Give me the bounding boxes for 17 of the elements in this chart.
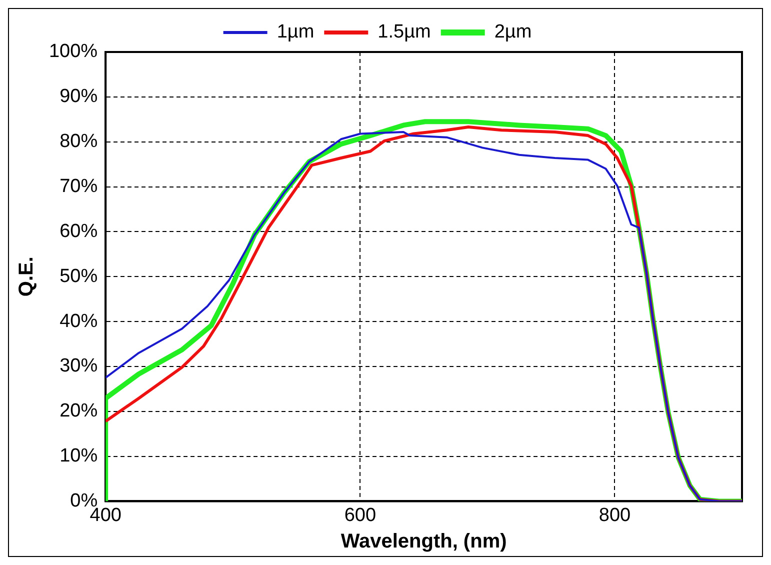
x-axis-title: Wavelength, (nm) [340, 530, 507, 553]
y-tick-label: 100% [48, 41, 98, 62]
y-tick-label: 40% [60, 310, 98, 332]
legend-label: 2µm [494, 22, 532, 43]
y-tick-label: 70% [60, 176, 98, 197]
x-tick-label: 800 [598, 504, 631, 526]
y-tick-label: 80% [60, 131, 98, 152]
x-tick-label: 600 [344, 504, 376, 526]
y-axis-title: Q.E. [16, 256, 38, 297]
y-tick-label: 90% [60, 86, 98, 108]
y-tick-label: 60% [60, 220, 98, 242]
y-tick-label: 10% [60, 446, 98, 467]
legend-label: 1.5µm [378, 22, 431, 43]
legend-label: 1µm [276, 22, 314, 43]
y-tick-label: 30% [60, 356, 98, 377]
y-tick-label: 20% [60, 400, 98, 422]
y-tick-label: 50% [60, 266, 98, 287]
